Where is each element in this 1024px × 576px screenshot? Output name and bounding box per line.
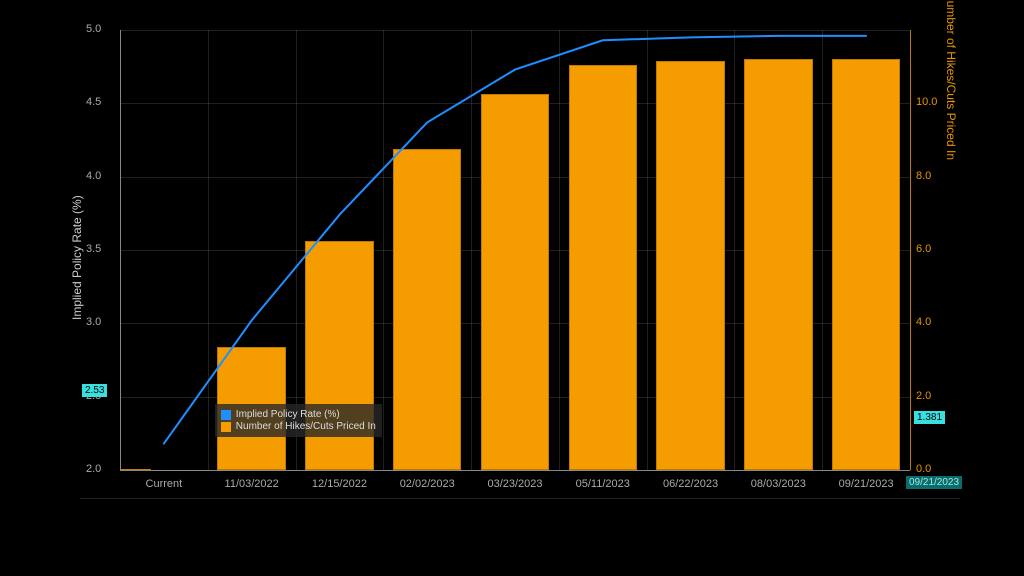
chart-container: Implied Policy Rate (%) Number of Hikes/… (0, 0, 1024, 576)
y1-tick-label: 5.0 (86, 23, 114, 35)
x-tick-label: 03/23/2023 (487, 478, 542, 490)
y2-tick-label: 6.0 (916, 243, 931, 255)
legend: Implied Policy Rate (%)Number of Hikes/C… (215, 404, 382, 437)
legend-swatch (221, 422, 231, 432)
x-tick-label: 11/03/2022 (225, 478, 279, 490)
y2-current-marker: 1.381 (914, 411, 945, 424)
y1-tick-label: 2.0 (86, 463, 114, 475)
y2-tick-label: 0.0 (916, 463, 931, 475)
y2-tick-label: 4.0 (916, 316, 931, 328)
x-tick-label: 05/11/2023 (576, 478, 630, 490)
x-tick-label: 06/22/2023 (663, 478, 718, 490)
x-tick-label: Current (146, 478, 183, 490)
legend-swatch (221, 410, 231, 420)
x-tick-label: 09/21/2023 (839, 478, 894, 490)
y1-tick-label: 4.5 (86, 96, 114, 108)
y1-axis-label: Implied Policy Rate (%) (70, 195, 84, 320)
y1-current-marker: 2.53 (82, 384, 107, 397)
legend-label: Number of Hikes/Cuts Priced In (236, 421, 376, 432)
axis-line (80, 498, 960, 499)
axis-line (120, 470, 910, 471)
y1-tick-label: 3.5 (86, 243, 114, 255)
y2-tick-label: 8.0 (916, 170, 931, 182)
axis-line (910, 30, 911, 470)
y2-axis-label: Number of Hikes/Cuts Priced In (944, 0, 958, 160)
axis-line (120, 30, 121, 470)
x-end-date-marker: 09/21/2023 (906, 476, 962, 489)
x-tick-label: 12/15/2022 (312, 478, 367, 490)
y2-tick-label: 10.0 (916, 96, 937, 108)
x-tick-label: 02/02/2023 (400, 478, 455, 490)
y1-tick-label: 4.0 (86, 170, 114, 182)
x-tick-label: 08/03/2023 (751, 478, 806, 490)
legend-item: Implied Policy Rate (%) (221, 409, 376, 420)
y1-tick-label: 3.0 (86, 316, 114, 328)
legend-item: Number of Hikes/Cuts Priced In (221, 421, 376, 432)
y2-tick-label: 2.0 (916, 390, 931, 402)
legend-label: Implied Policy Rate (%) (236, 409, 340, 420)
